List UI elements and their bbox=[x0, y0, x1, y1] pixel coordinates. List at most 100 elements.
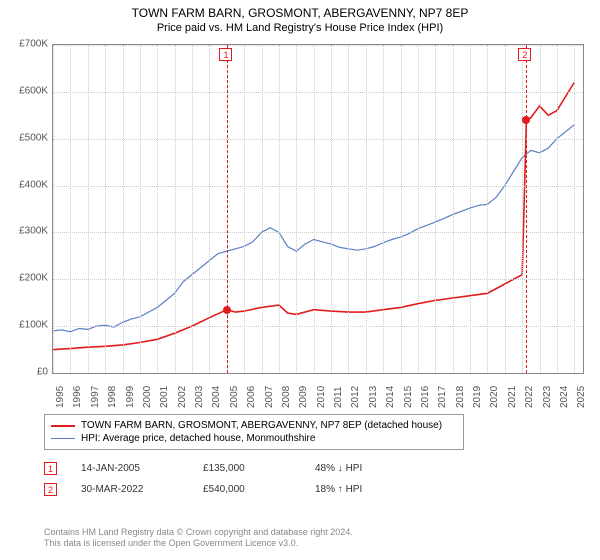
x-axis-label: 2025 bbox=[576, 386, 587, 408]
gridline-h bbox=[53, 279, 583, 280]
legend: TOWN FARM BARN, GROSMONT, ABERGAVENNY, N… bbox=[44, 414, 464, 450]
sales-badge: 2 bbox=[44, 483, 57, 496]
gridline-v bbox=[366, 45, 367, 373]
gridline-v bbox=[244, 45, 245, 373]
chart-title: TOWN FARM BARN, GROSMONT, ABERGAVENNY, N… bbox=[0, 0, 600, 20]
y-axis-label: £500K bbox=[4, 132, 48, 143]
gridline-v bbox=[123, 45, 124, 373]
y-axis-label: £200K bbox=[4, 273, 48, 284]
chart-series-svg bbox=[53, 45, 583, 373]
x-axis-label: 2015 bbox=[403, 386, 414, 408]
marker-badge: 2 bbox=[518, 48, 531, 61]
x-axis-label: 2006 bbox=[246, 386, 257, 408]
gridline-v bbox=[487, 45, 488, 373]
gridline-v bbox=[192, 45, 193, 373]
x-axis-label: 1997 bbox=[90, 386, 101, 408]
gridline-v bbox=[470, 45, 471, 373]
legend-row: HPI: Average price, detached house, Monm… bbox=[51, 432, 457, 445]
gridline-v bbox=[70, 45, 71, 373]
gridline-v bbox=[105, 45, 106, 373]
x-axis-label: 1995 bbox=[55, 386, 66, 408]
x-axis-label: 2009 bbox=[298, 386, 309, 408]
gridline-v bbox=[53, 45, 54, 373]
gridline-v bbox=[418, 45, 419, 373]
sales-table: 1 14-JAN-2005 £135,000 48% ↓ HPI 2 30-MAR-202… bbox=[44, 458, 394, 500]
gridline-h bbox=[53, 326, 583, 327]
gridline-v bbox=[522, 45, 523, 373]
legend-row: TOWN FARM BARN, GROSMONT, ABERGAVENNY, N… bbox=[51, 419, 457, 432]
x-axis-label: 2019 bbox=[472, 386, 483, 408]
x-axis-label: 2023 bbox=[542, 386, 553, 408]
legend-label: HPI: Average price, detached house, Monm… bbox=[81, 433, 315, 444]
gridline-v bbox=[262, 45, 263, 373]
chart-plot-area bbox=[52, 44, 584, 374]
x-axis-label: 2002 bbox=[177, 386, 188, 408]
y-axis-label: £600K bbox=[4, 85, 48, 96]
x-axis-label: 2005 bbox=[229, 386, 240, 408]
sales-delta: 18% ↑ HPI bbox=[315, 484, 362, 495]
x-axis-label: 2024 bbox=[559, 386, 570, 408]
y-axis-label: £100K bbox=[4, 320, 48, 331]
gridline-h bbox=[53, 92, 583, 93]
x-axis-label: 2010 bbox=[316, 386, 327, 408]
gridline-v bbox=[296, 45, 297, 373]
legend-swatch bbox=[51, 438, 75, 439]
marker-badge: 1 bbox=[219, 48, 232, 61]
x-axis-label: 1996 bbox=[72, 386, 83, 408]
gridline-v bbox=[401, 45, 402, 373]
x-axis-label: 2000 bbox=[142, 386, 153, 408]
x-axis-label: 2018 bbox=[455, 386, 466, 408]
x-axis-label: 2016 bbox=[420, 386, 431, 408]
gridline-h bbox=[53, 232, 583, 233]
marker-line bbox=[227, 45, 228, 373]
legend-swatch bbox=[51, 425, 75, 427]
y-axis-label: £0 bbox=[4, 367, 48, 378]
gridline-v bbox=[383, 45, 384, 373]
gridline-v bbox=[505, 45, 506, 373]
sales-delta: 48% ↓ HPI bbox=[315, 463, 362, 474]
sales-row: 2 30-MAR-2022 £540,000 18% ↑ HPI bbox=[44, 479, 394, 500]
x-axis-label: 1999 bbox=[125, 386, 136, 408]
gridline-v bbox=[331, 45, 332, 373]
x-axis-label: 2001 bbox=[159, 386, 170, 408]
gridline-v bbox=[140, 45, 141, 373]
gridline-v bbox=[157, 45, 158, 373]
x-axis-label: 2021 bbox=[507, 386, 518, 408]
gridline-v bbox=[314, 45, 315, 373]
gridline-h bbox=[53, 186, 583, 187]
sale-point bbox=[522, 116, 530, 124]
sales-date: 30-MAR-2022 bbox=[81, 484, 171, 495]
x-axis-label: 2017 bbox=[437, 386, 448, 408]
gridline-v bbox=[435, 45, 436, 373]
x-axis-label: 2020 bbox=[489, 386, 500, 408]
y-axis-label: £400K bbox=[4, 179, 48, 190]
y-axis-label: £300K bbox=[4, 226, 48, 237]
sales-date: 14-JAN-2005 bbox=[81, 463, 171, 474]
credit-line-1: Contains HM Land Registry data © Crown c… bbox=[44, 527, 353, 539]
gridline-v bbox=[279, 45, 280, 373]
legend-label: TOWN FARM BARN, GROSMONT, ABERGAVENNY, N… bbox=[81, 420, 442, 431]
gridline-v bbox=[175, 45, 176, 373]
gridline-v bbox=[453, 45, 454, 373]
gridline-v bbox=[348, 45, 349, 373]
x-axis-label: 2014 bbox=[385, 386, 396, 408]
gridline-v bbox=[574, 45, 575, 373]
gridline-h bbox=[53, 139, 583, 140]
marker-line bbox=[526, 45, 527, 373]
sales-price: £135,000 bbox=[203, 463, 283, 474]
gridline-v bbox=[540, 45, 541, 373]
gridline-h bbox=[53, 45, 583, 46]
x-axis-label: 2007 bbox=[264, 386, 275, 408]
sales-badge: 1 bbox=[44, 462, 57, 475]
sales-price: £540,000 bbox=[203, 484, 283, 495]
chart-container: TOWN FARM BARN, GROSMONT, ABERGAVENNY, N… bbox=[0, 0, 600, 560]
y-axis-label: £700K bbox=[4, 39, 48, 50]
x-axis-label: 2003 bbox=[194, 386, 205, 408]
credit-text: Contains HM Land Registry data © Crown c… bbox=[44, 527, 353, 550]
gridline-v bbox=[209, 45, 210, 373]
gridline-v bbox=[557, 45, 558, 373]
x-axis-label: 2012 bbox=[350, 386, 361, 408]
credit-line-2: This data is licensed under the Open Gov… bbox=[44, 538, 353, 550]
x-axis-label: 2022 bbox=[524, 386, 535, 408]
x-axis-label: 2004 bbox=[211, 386, 222, 408]
